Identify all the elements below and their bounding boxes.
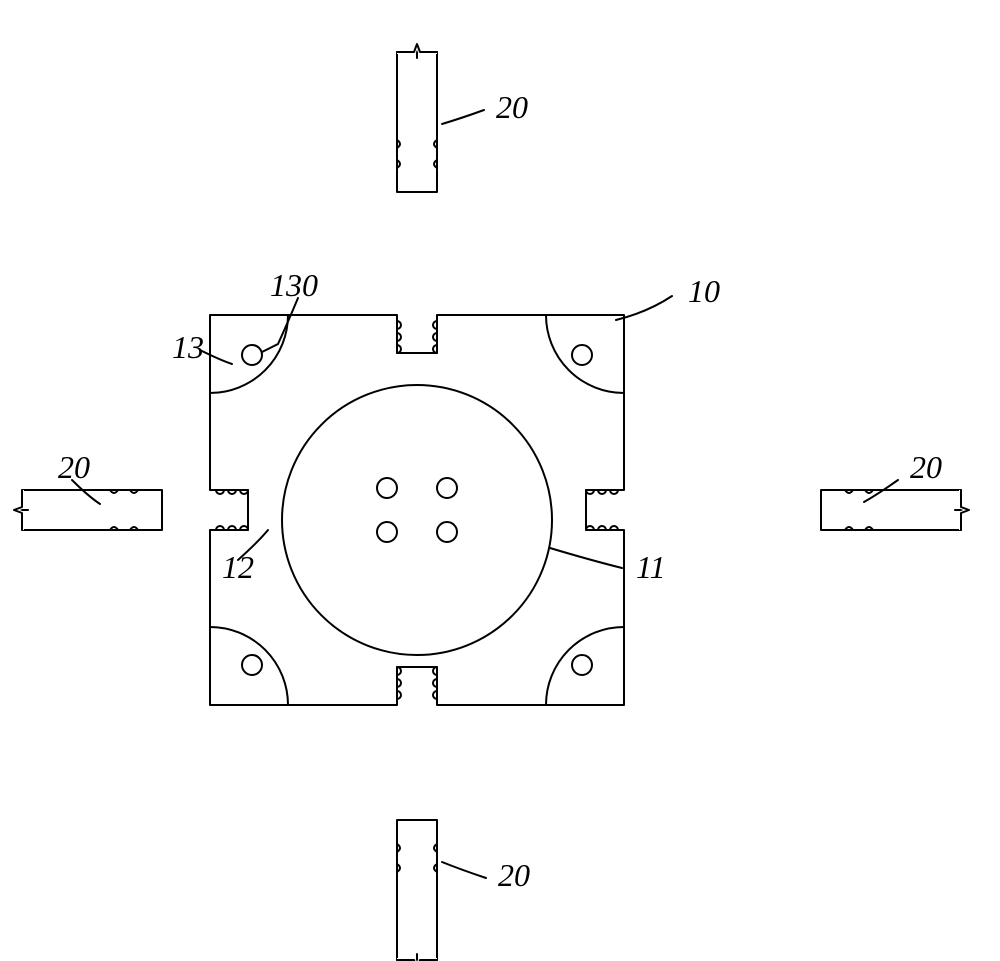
hub-block [210, 315, 624, 705]
corner-arc [546, 627, 624, 705]
label-11: 11 [636, 549, 666, 585]
center-hole [437, 478, 457, 498]
beams [14, 44, 969, 961]
center-hole [377, 522, 397, 542]
corner-hole [572, 345, 592, 365]
beam-outline [821, 490, 961, 530]
corner-hole [242, 345, 262, 365]
label-20_bottom: 20 [498, 857, 530, 893]
center-hole [377, 478, 397, 498]
label-12: 12 [222, 549, 254, 585]
corner-hole [572, 655, 592, 675]
corner-arc [546, 315, 624, 393]
corner-hole [242, 655, 262, 675]
beam-outline [22, 490, 162, 530]
label-20_right: 20 [910, 449, 942, 485]
label-20_left: 20 [58, 449, 90, 485]
label-20_top: 20 [496, 89, 528, 125]
label-130: 130 [270, 267, 318, 303]
leader-13 [200, 350, 232, 364]
hub-big-circle [282, 385, 552, 655]
beam-outline [397, 820, 437, 960]
corner-arc [210, 627, 288, 705]
annotations: 10 11 12 13 130 20 20 20 20 [58, 89, 942, 893]
center-hole [437, 522, 457, 542]
beam-outline [397, 52, 437, 192]
leader-20_bottom [442, 862, 486, 878]
leader-20_top [442, 110, 484, 124]
leader-11 [550, 548, 622, 568]
label-10: 10 [688, 273, 720, 309]
corner-arc [210, 315, 288, 393]
leader-130 [262, 298, 298, 352]
label-13: 13 [172, 329, 204, 365]
